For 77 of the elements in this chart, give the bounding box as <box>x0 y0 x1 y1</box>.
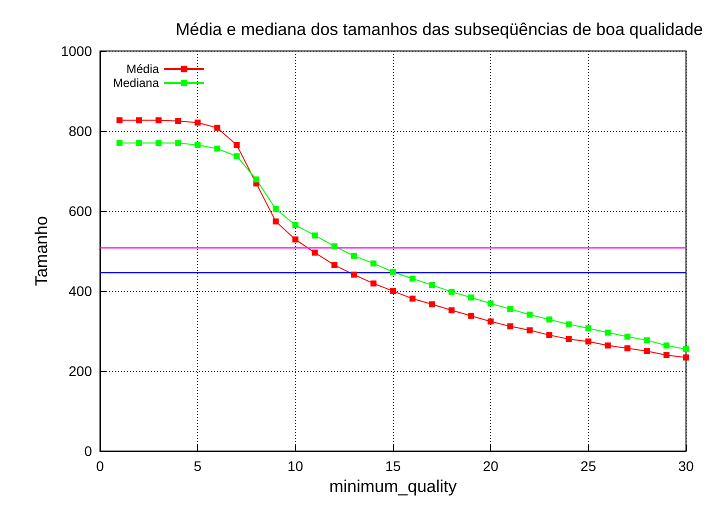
point <box>624 334 630 340</box>
x-tick-label: 30 <box>678 458 694 474</box>
point <box>410 276 416 282</box>
point <box>624 345 630 352</box>
point <box>272 206 279 212</box>
x-tick-label: 10 <box>288 458 304 474</box>
point <box>390 288 396 294</box>
x-tick-label: 0 <box>96 458 104 474</box>
point <box>663 342 670 348</box>
point <box>370 280 376 286</box>
point <box>234 142 240 148</box>
point <box>526 312 533 318</box>
point <box>644 348 650 354</box>
point <box>663 352 670 358</box>
point <box>488 318 494 324</box>
point <box>116 140 123 146</box>
point <box>175 118 182 124</box>
point <box>312 232 318 238</box>
point <box>214 124 220 131</box>
point <box>683 354 689 360</box>
point <box>526 327 533 334</box>
point <box>194 142 201 148</box>
x-axis-title: minimum_quality <box>329 477 458 496</box>
x-tick-label: 20 <box>482 458 499 474</box>
point <box>585 325 592 332</box>
point <box>194 120 201 126</box>
point <box>292 236 298 242</box>
point <box>429 282 436 288</box>
point <box>331 262 338 268</box>
point <box>136 117 142 124</box>
point <box>272 218 279 224</box>
point <box>566 321 572 328</box>
point <box>468 294 474 300</box>
point <box>507 306 514 312</box>
point <box>292 222 298 228</box>
point <box>253 176 260 182</box>
point <box>116 117 123 124</box>
y-tick-label: 0 <box>84 443 92 460</box>
point <box>234 153 240 160</box>
point <box>644 337 650 344</box>
x-tick-label: 5 <box>194 458 202 474</box>
point <box>175 140 182 146</box>
legend-label: Média <box>126 62 160 76</box>
y-tick-label: 200 <box>68 363 92 380</box>
point <box>604 330 611 336</box>
point <box>331 243 338 250</box>
point <box>350 252 357 259</box>
point <box>507 323 514 330</box>
chart-title: Média e mediana dos tamanhos das subseqüências de boa qualidade <box>176 20 703 39</box>
point <box>448 288 455 295</box>
point <box>429 301 436 308</box>
point <box>546 332 552 338</box>
point <box>546 316 552 322</box>
point <box>370 260 376 266</box>
point <box>448 307 455 314</box>
legend-label: Mediana <box>113 76 160 90</box>
point <box>683 346 689 352</box>
y-tick-label: 600 <box>68 203 92 220</box>
y-tick-label: 800 <box>68 123 92 140</box>
y-tick-label: 1000 <box>60 43 92 59</box>
point <box>566 336 572 342</box>
point <box>604 342 611 348</box>
x-tick-label: 15 <box>385 458 401 474</box>
point <box>585 338 592 344</box>
point <box>488 300 494 306</box>
point <box>468 312 474 319</box>
y-tick-label: 400 <box>68 283 92 300</box>
point <box>214 146 220 152</box>
point <box>312 250 318 256</box>
y-axis-title: Tamanho <box>32 216 51 286</box>
point <box>156 117 162 124</box>
x-tick-label: 25 <box>580 458 596 474</box>
point <box>136 140 142 146</box>
point <box>350 272 357 278</box>
point <box>156 140 162 146</box>
point <box>410 296 416 302</box>
point <box>390 268 396 275</box>
